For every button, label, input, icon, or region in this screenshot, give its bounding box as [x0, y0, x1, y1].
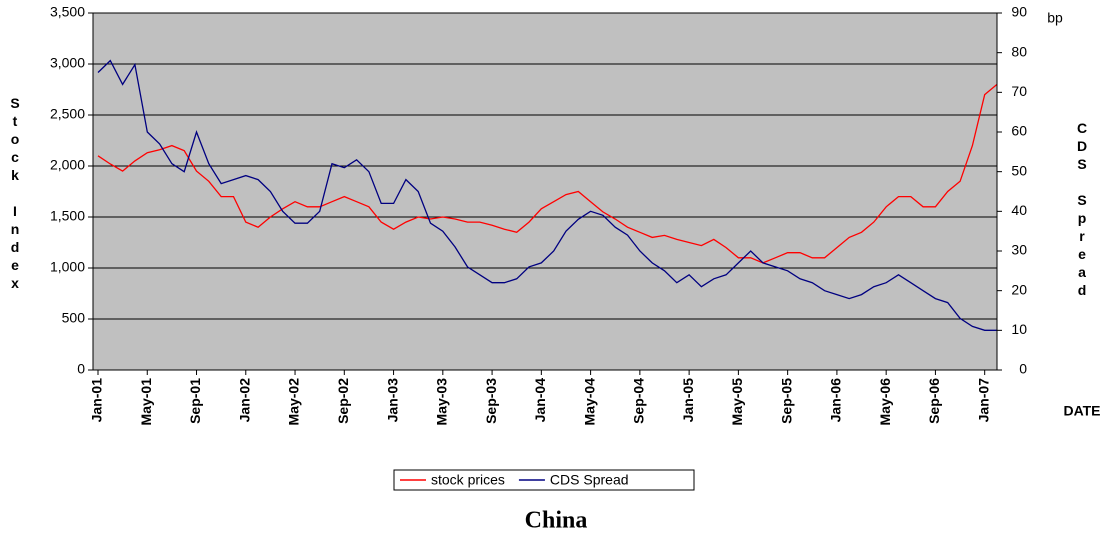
- y2-unit: bp: [1047, 10, 1063, 26]
- legend: stock prices CDS Spread: [393, 469, 695, 491]
- y-tick-label: 500: [62, 310, 86, 326]
- legend-label: CDS Spread: [550, 472, 629, 488]
- x-tick-label: May-04: [581, 378, 597, 426]
- plot-area: [92, 12, 998, 371]
- x-tick-label: Sep-06: [926, 378, 942, 424]
- plot-frame: [92, 12, 998, 371]
- y-tick-label: 1,500: [50, 208, 85, 224]
- y-tick-label: 2,500: [50, 106, 85, 122]
- y2-tick-label: 50: [1011, 162, 1027, 178]
- x-tick-label: May-03: [434, 378, 450, 426]
- x-tick-label: Sep-03: [483, 378, 499, 424]
- data-line: [97, 83, 998, 264]
- y2-tick-label: 10: [1011, 321, 1027, 337]
- x-tick-label: Jan-02: [236, 378, 252, 423]
- y2-axis-label: CDS Spread: [1074, 120, 1090, 300]
- chart-title: China: [525, 508, 588, 534]
- y-tick-label: 3,500: [50, 4, 85, 20]
- legend-label: stock prices: [431, 472, 505, 488]
- x-tick-label: Jan-05: [680, 378, 696, 423]
- y2-tick-label: 60: [1011, 123, 1027, 139]
- y2-tick-label: 90: [1011, 4, 1027, 20]
- x-tick-label: May-02: [286, 378, 302, 426]
- y-tick-label: 0: [77, 361, 85, 377]
- y2-tick-label: 70: [1011, 83, 1027, 99]
- x-tick-label: Sep-05: [778, 378, 794, 424]
- x-tick-label: Jan-03: [384, 378, 400, 423]
- x-tick-label: Jan-06: [828, 378, 844, 423]
- x-tick-label: Sep-02: [335, 378, 351, 424]
- x-tick-label: May-06: [877, 378, 893, 426]
- x-tick-label: Sep-04: [631, 378, 647, 424]
- x-axis-label: DATE: [1063, 403, 1100, 419]
- y2-tick-label: 30: [1011, 242, 1027, 258]
- x-tick-label: Jan-07: [975, 378, 991, 423]
- x-tick-label: Jan-04: [532, 378, 548, 423]
- y-axis-label: Stock Index: [7, 95, 23, 293]
- x-tick-label: May-01: [138, 378, 154, 426]
- y-tick-label: 2,000: [50, 157, 85, 173]
- y2-tick-label: 0: [1019, 361, 1027, 377]
- x-tick-label: May-05: [729, 378, 745, 426]
- y2-tick-label: 40: [1011, 202, 1027, 218]
- data-line: [97, 59, 997, 331]
- y-tick-label: 3,000: [50, 55, 85, 71]
- x-tick-label: Sep-01: [187, 378, 203, 424]
- x-tick-label: Jan-01: [89, 378, 105, 423]
- y-tick-label: 1,000: [50, 259, 85, 275]
- y2-tick-label: 80: [1011, 43, 1027, 59]
- y2-tick-label: 20: [1011, 281, 1027, 297]
